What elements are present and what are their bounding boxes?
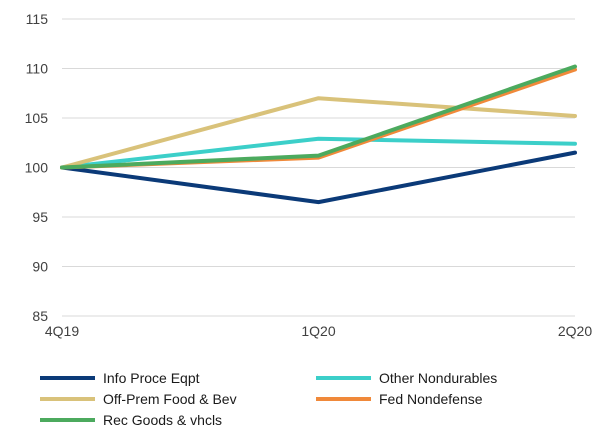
series-line-other-nondurables xyxy=(60,136,577,170)
y-tick-label: 85 xyxy=(32,308,48,324)
series-lines xyxy=(60,64,577,205)
series-line-info-proce-eqpt xyxy=(60,150,577,205)
y-tick-label: 105 xyxy=(25,110,49,126)
legend-label: Fed Nondefense xyxy=(379,391,483,407)
legend-item: Rec Goods & vhcls xyxy=(40,412,222,428)
y-axis-ticks: 85 90 95 100 105 110 115 xyxy=(25,11,49,324)
legend-label: Info Proce Eqpt xyxy=(103,370,200,386)
legend: Info Proce Eqpt Other Nondurables Off-Prem… xyxy=(40,370,497,428)
legend-item: Info Proce Eqpt xyxy=(40,370,200,386)
legend-item: Other Nondurables xyxy=(316,370,497,386)
legend-label: Rec Goods & vhcls xyxy=(103,412,222,428)
x-tick-label: 1Q20 xyxy=(301,323,335,339)
y-tick-label: 110 xyxy=(26,61,49,77)
series-line-rec-goods-vhcls xyxy=(60,64,577,170)
x-tick-label: 2Q20 xyxy=(558,323,592,339)
y-tick-label: 115 xyxy=(26,11,49,27)
y-tick-label: 100 xyxy=(25,160,49,176)
legend-item: Fed Nondefense xyxy=(316,391,483,407)
x-axis-ticks: 4Q19 1Q20 2Q20 xyxy=(45,323,592,339)
legend-item: Off-Prem Food & Bev xyxy=(40,391,237,407)
y-tick-label: 95 xyxy=(32,209,48,225)
x-tick-label: 4Q19 xyxy=(45,323,79,339)
gridlines xyxy=(62,18,575,317)
legend-label: Other Nondurables xyxy=(379,370,497,386)
series-line-off-prem-food-bev xyxy=(60,96,577,170)
y-tick-label: 90 xyxy=(32,259,48,275)
legend-label: Off-Prem Food & Bev xyxy=(103,391,237,407)
